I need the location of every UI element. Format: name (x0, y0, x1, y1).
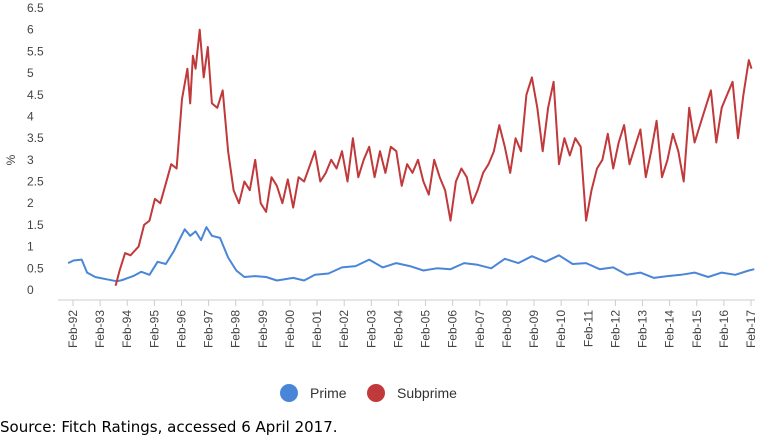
legend[interactable]: Prime Subprime (280, 384, 457, 402)
series-group (67, 28, 755, 286)
x-tick-label: Feb-94 (120, 310, 134, 348)
y-tick-label: 5.5 (27, 44, 44, 58)
y-tick-label: 3.5 (27, 131, 44, 145)
x-tick-label: Feb-04 (391, 310, 405, 348)
legend-label-subprime[interactable]: Subprime (397, 385, 457, 401)
x-tick-label: Feb-15 (690, 310, 704, 348)
source-note: Source: Fitch Ratings, accessed 6 April … (0, 418, 338, 436)
x-tick-label: Feb-95 (147, 310, 161, 348)
legend-marker-prime[interactable] (280, 384, 298, 402)
y-tick-label: 4 (27, 109, 34, 123)
x-tick-label: Feb-96 (174, 310, 188, 348)
x-tick-label: Feb-97 (202, 310, 216, 348)
x-tick-label: Feb-07 (473, 310, 487, 348)
x-tick-label: Feb-01 (310, 310, 324, 348)
x-tick-label: Feb-06 (446, 310, 460, 348)
y-tick-label: 1.5 (27, 218, 44, 232)
x-tick-label: Feb-17 (744, 310, 758, 348)
x-tick-label: Feb-13 (636, 310, 650, 348)
series-line-subprime (114, 28, 753, 286)
x-tick-label: Feb-98 (229, 310, 243, 348)
x-tick-label: Feb-11 (581, 310, 595, 347)
x-tick-label: Feb-99 (256, 310, 270, 348)
y-tick-label: 6 (27, 23, 34, 37)
y-tick-label: 4.5 (27, 88, 44, 102)
y-tick-label: 2 (27, 196, 34, 210)
x-tick-label: Feb-09 (527, 310, 541, 348)
x-tick-label: Feb-02 (337, 310, 351, 348)
y-tick-label: 2.5 (27, 175, 44, 189)
series-line-prime (67, 226, 755, 283)
y-tick-label: 0 (27, 283, 34, 297)
x-tick-label: Feb-16 (717, 310, 731, 348)
y-axis-label: % (4, 154, 18, 165)
y-tick-label: 5 (27, 66, 34, 80)
x-tick-label: Feb-00 (283, 310, 297, 348)
x-axis: Feb-92 Feb-93 Feb-94 Feb-95 Feb-96 Feb-97 Feb-… (66, 300, 758, 348)
y-tick-label: 6.5 (27, 1, 44, 15)
x-tick-label: Feb-03 (364, 310, 378, 348)
legend-marker-subprime[interactable] (367, 384, 385, 402)
y-tick-label: 3 (27, 153, 34, 167)
y-tick-label: 1 (27, 240, 34, 254)
x-tick-label: Feb-10 (554, 310, 568, 348)
y-axis: 0 0.5 1 1.5 2 2.5 3 3.5 4 4.5 5 5.5 6 6.5 (27, 1, 44, 297)
x-tick-label: Feb-08 (500, 310, 514, 348)
x-tick-label: Feb-05 (419, 310, 433, 348)
x-tick-label: Feb-92 (66, 310, 80, 348)
y-tick-label: 0.5 (27, 261, 44, 275)
x-tick-label: Feb-12 (608, 310, 622, 348)
x-tick-label: Feb-93 (93, 310, 107, 348)
x-tick-label: Feb-14 (663, 310, 677, 348)
legend-label-prime[interactable]: Prime (310, 385, 347, 401)
